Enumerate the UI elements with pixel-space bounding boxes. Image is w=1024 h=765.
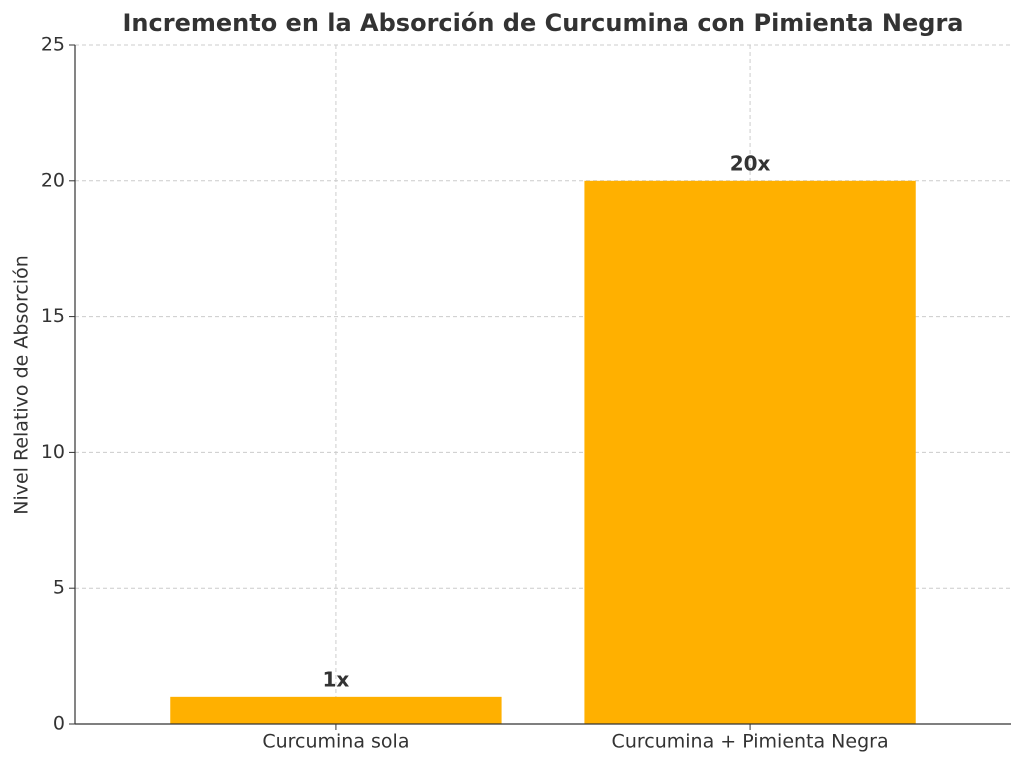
y-tick-label: 10 xyxy=(41,441,65,463)
y-axis-label: Nivel Relativo de Absorción xyxy=(11,255,33,515)
x-tick-label: Curcumina sola xyxy=(262,731,409,753)
bar xyxy=(170,696,502,724)
chart-title: Incremento en la Absorción de Curcumina … xyxy=(123,9,964,37)
value-label: 20x xyxy=(730,151,771,175)
y-tick-label: 15 xyxy=(41,305,65,327)
value-label: 1x xyxy=(323,667,350,691)
y-tick-label: 0 xyxy=(53,713,65,735)
y-tick-label: 20 xyxy=(41,169,65,191)
y-tick-label: 5 xyxy=(53,577,65,599)
x-tick-label: Curcumina + Pimienta Negra xyxy=(612,731,889,753)
bar xyxy=(584,180,916,725)
y-tick-label: 25 xyxy=(41,34,65,56)
